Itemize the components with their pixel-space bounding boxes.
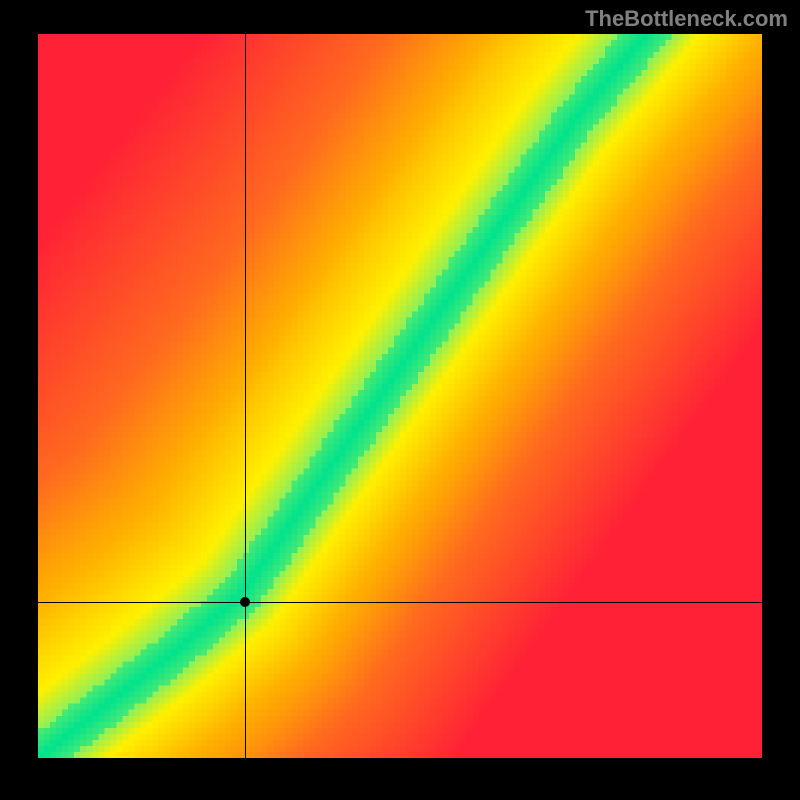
crosshair-vertical <box>245 34 246 758</box>
crosshair-horizontal <box>38 602 762 603</box>
bottleneck-heatmap <box>38 34 762 758</box>
marker-dot <box>240 597 250 607</box>
plot-area <box>38 34 762 758</box>
chart-container: TheBottleneck.com <box>0 0 800 800</box>
watermark-text: TheBottleneck.com <box>585 6 788 32</box>
